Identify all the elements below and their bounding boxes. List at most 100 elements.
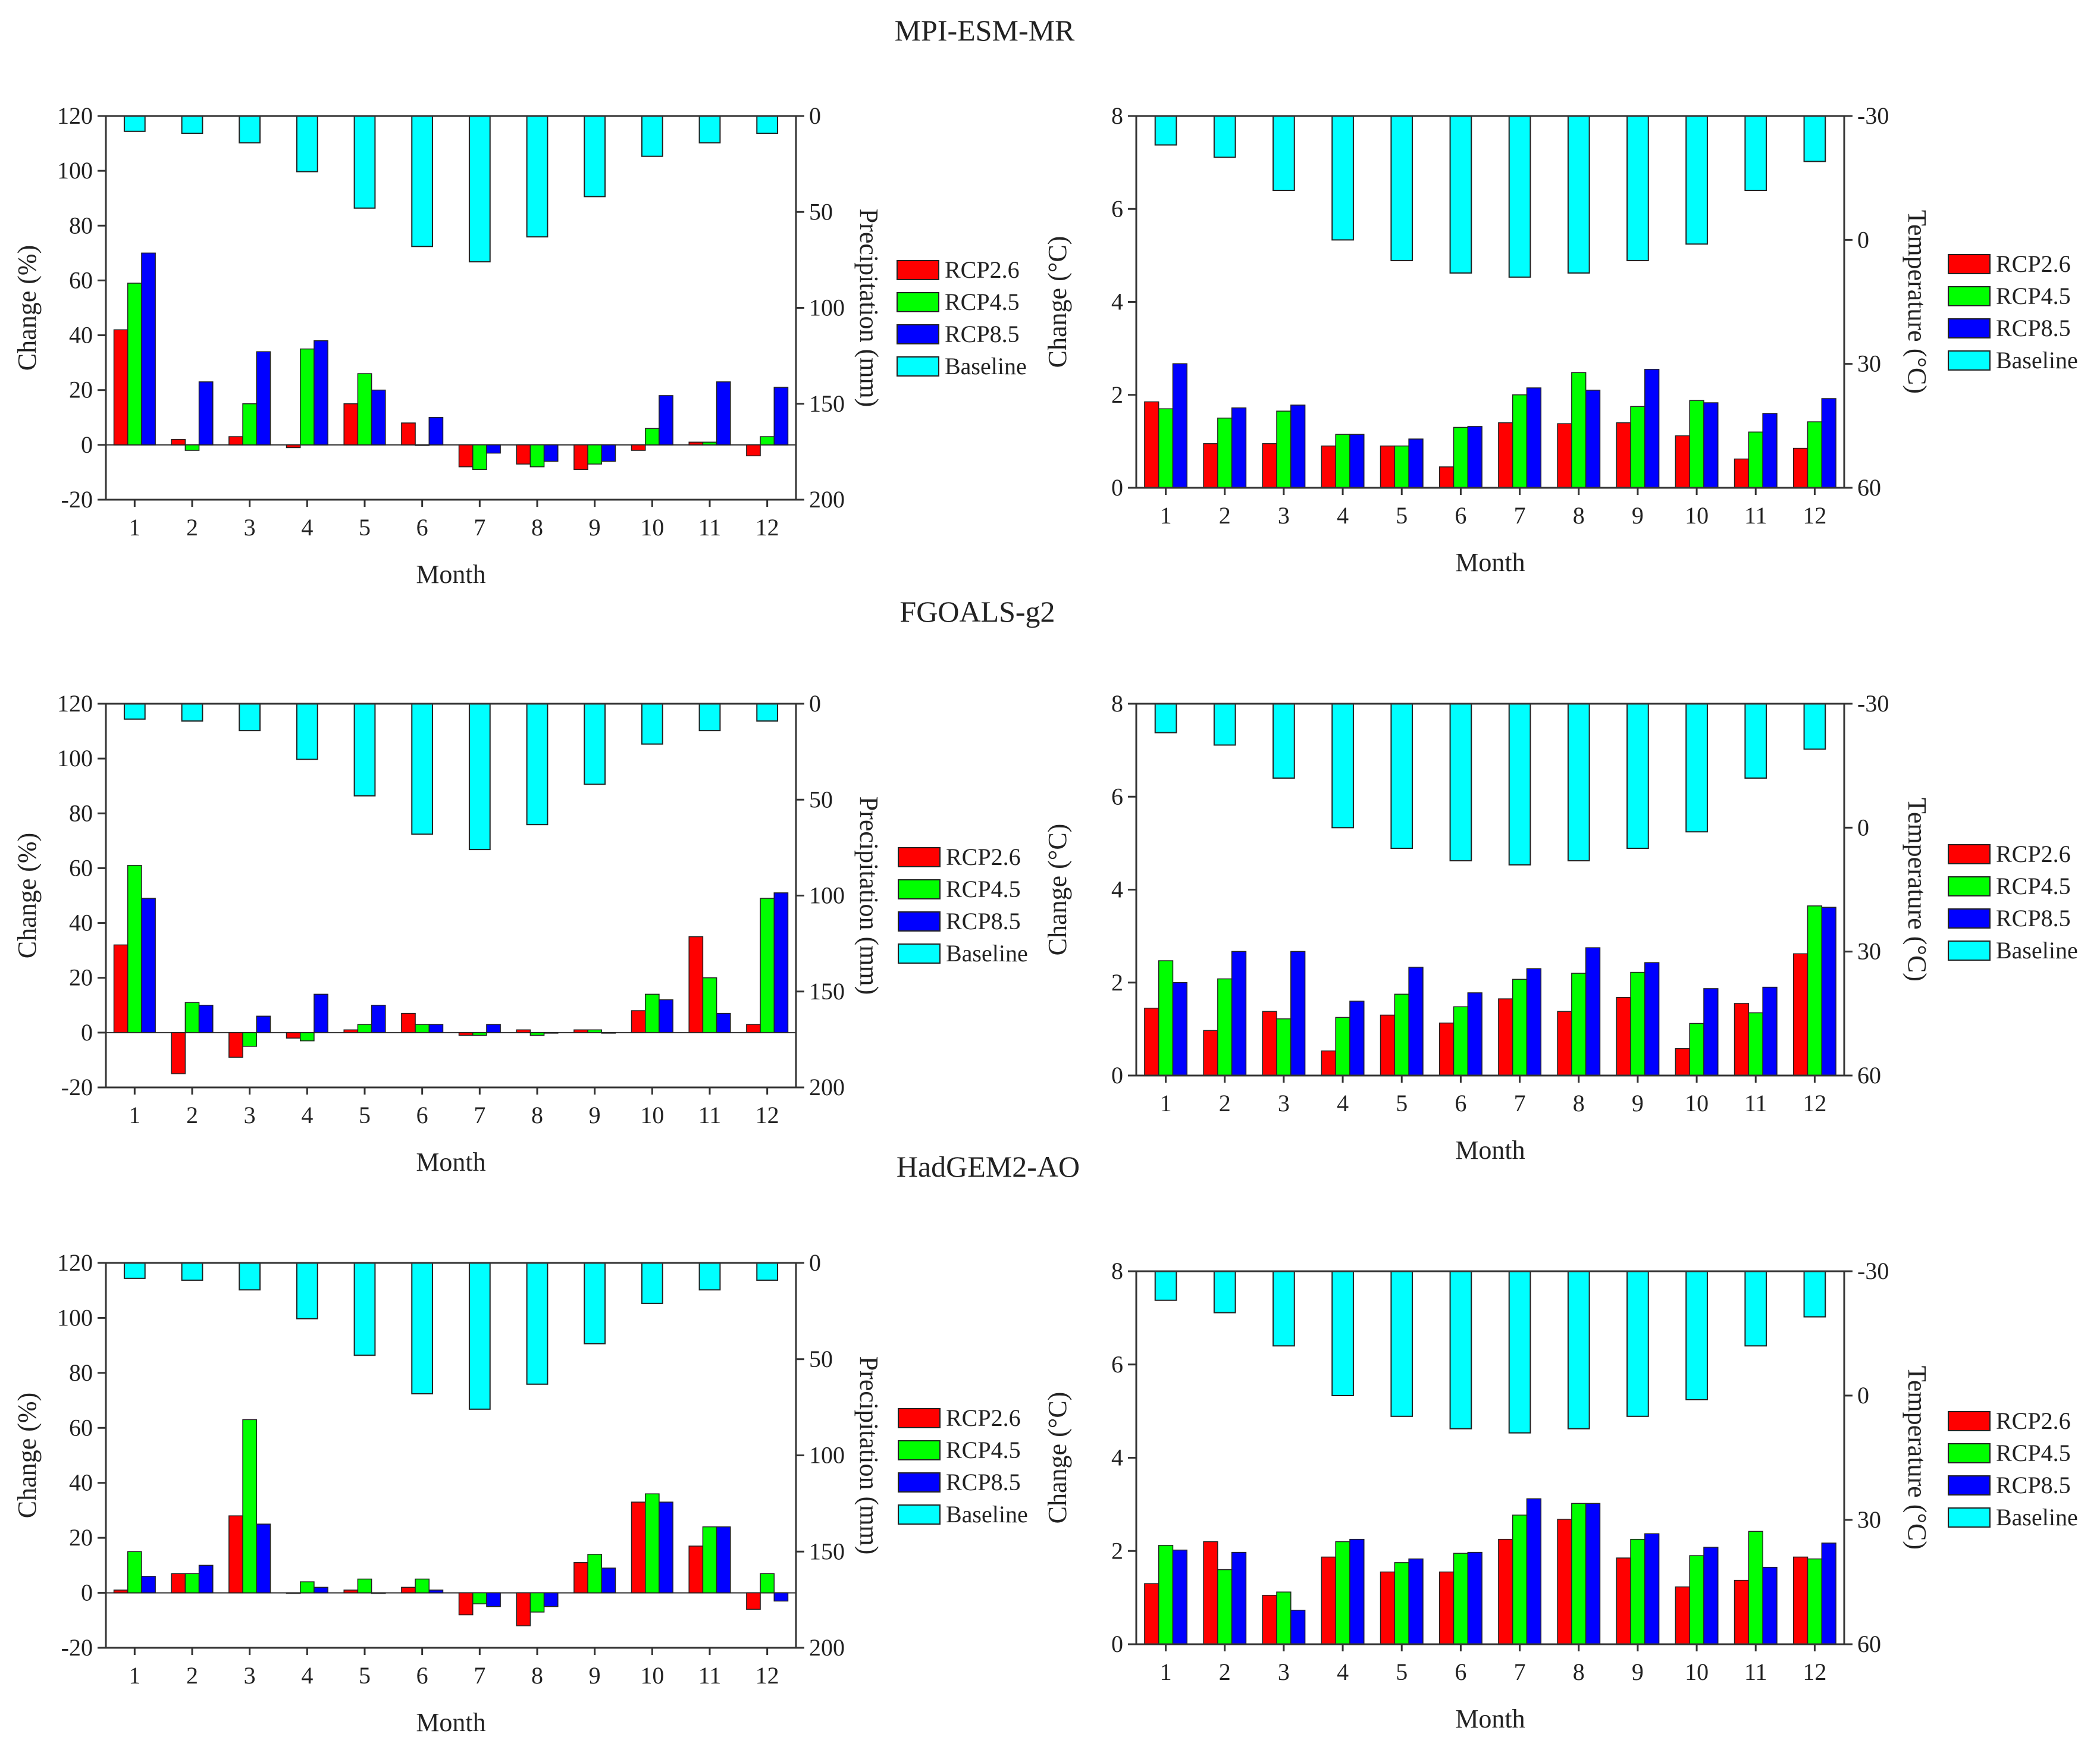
hadgem-precip-bar-rcp85 — [198, 1565, 214, 1594]
mpi-temp-ytick-label: 6 — [1111, 195, 1123, 222]
hadgem-temp-ylabel: Change (°C) — [1043, 1392, 1072, 1524]
model-title-fgoals: FGOALS-g2 — [899, 595, 1055, 628]
hadgem-precip-bar-rcp26 — [516, 1592, 531, 1626]
hadgem-temp-bar-rcp85 — [1585, 1503, 1601, 1645]
fgoals-precip-y2tick-label: 50 — [809, 786, 833, 813]
mpi-temp-bar-rcp26 — [1734, 458, 1750, 488]
hadgem-temp-bar-rcp26 — [1380, 1571, 1396, 1645]
hadgem-temp-bar-rcp26 — [1792, 1556, 1808, 1645]
hadgem-precip-bar-rcp45 — [242, 1419, 258, 1594]
fgoals-temp-baseline-bar — [1154, 703, 1177, 733]
mpi-temp-xtick-label: 9 — [1632, 502, 1644, 529]
hadgem-temp-xtick-label: 8 — [1573, 1659, 1585, 1685]
fgoals-precip-ytick-label: -20 — [61, 1074, 93, 1101]
hadgem-temp-baseline-bar — [1685, 1271, 1708, 1400]
fgoals-precip-bar-rcp45 — [760, 898, 775, 1033]
hadgem-precip-bar-rcp85 — [601, 1567, 616, 1594]
hadgem-temp-legend-label: RCP2.6 — [1996, 1407, 2071, 1434]
mpi-precip-xlabel: Month — [416, 560, 485, 589]
hadgem-temp-y2tick-label: 60 — [1857, 1631, 1881, 1657]
mpi-precip-bar-rcp26 — [228, 436, 243, 446]
fgoals-precip-baseline-bar — [584, 703, 606, 785]
fgoals-temp-bar-rcp26 — [1675, 1048, 1690, 1076]
mpi-temp-xtick-label: 4 — [1337, 502, 1349, 529]
hadgem-temp-xlabel: Month — [1455, 1704, 1525, 1733]
mpi-temp-legend-label: RCP2.6 — [1996, 250, 2071, 277]
mpi-precip-xtick-label: 8 — [531, 514, 543, 541]
mpi-precip-xtick-label: 9 — [589, 514, 601, 541]
mpi-precip-legend-label: RCP8.5 — [945, 321, 1020, 347]
hadgem-temp-baseline-bar — [1508, 1271, 1531, 1434]
mpi-precip-baseline-bar — [584, 115, 606, 197]
fgoals-precip-bar-rcp85 — [486, 1024, 501, 1033]
hadgem-precip-xlabel: Month — [416, 1708, 485, 1737]
fgoals-precip-bar-rcp85 — [314, 993, 328, 1033]
fgoals-precip-bar-rcp26 — [688, 936, 704, 1033]
fgoals-temp-y2tick-label: 0 — [1857, 814, 1869, 841]
fgoals-temp-baseline-bar — [1744, 703, 1767, 779]
hadgem-precip-xtick-label: 10 — [640, 1662, 664, 1689]
mpi-temp-baseline-bar — [1803, 115, 1826, 162]
mpi-temp-bar-rcp45 — [1630, 406, 1645, 488]
fgoals-temp-legend-swatch-rcp85 — [1948, 908, 1991, 929]
hadgem-temp-xtick-label: 1 — [1160, 1659, 1172, 1685]
hadgem-temp-bar-rcp45 — [1217, 1569, 1233, 1645]
mpi-temp-y2tick-label: 0 — [1857, 226, 1869, 253]
fgoals-temp-ytick-label: 4 — [1111, 876, 1123, 903]
hadgem-temp-y2tick-label: -30 — [1857, 1258, 1889, 1284]
mpi-precip-ytick-label: 60 — [69, 267, 93, 293]
hadgem-temp-baseline-bar — [1390, 1271, 1413, 1417]
hadgem-temp-baseline-bar — [1744, 1271, 1767, 1347]
mpi-precip-bar-rcp26 — [458, 444, 474, 468]
hadgem-temp-bar-rcp85 — [1408, 1558, 1424, 1645]
mpi-temp-bar-rcp85 — [1172, 363, 1188, 488]
hadgem-precip-baseline-bar — [698, 1262, 721, 1291]
hadgem-temp-y2tick-label: 30 — [1857, 1506, 1881, 1533]
mpi-temp-bar-rcp26 — [1675, 435, 1690, 488]
hadgem-precip-bar-rcp45 — [760, 1573, 775, 1594]
fgoals-precip-ylabel: Change (%) — [12, 833, 42, 958]
fgoals-precip-xtick-label: 7 — [474, 1102, 485, 1128]
hadgem-precip-bar-rcp85 — [659, 1501, 673, 1594]
hadgem-temp-bar-rcp45 — [1571, 1503, 1587, 1645]
hadgem-precip-ytick-label: 20 — [69, 1524, 93, 1551]
hadgem-precip-xtick-label: 1 — [128, 1662, 140, 1689]
hadgem-temp-y2label: Temperature (°C) — [1902, 1366, 1932, 1550]
fgoals-precip-bar-rcp45 — [415, 1024, 430, 1033]
hadgem-precip-bar-rcp45 — [587, 1554, 603, 1594]
hadgem-temp-bar-rcp45 — [1335, 1541, 1350, 1645]
fgoals-precip-bar-rcp26 — [171, 1032, 186, 1074]
fgoals-temp-baseline-bar — [1803, 703, 1826, 750]
fgoals-temp-bar-rcp26 — [1438, 1022, 1455, 1076]
mpi-temp-baseline-bar — [1744, 115, 1767, 191]
hadgem-temp-xtick-label: 9 — [1632, 1659, 1644, 1685]
mpi-precip-bar-rcp85 — [601, 444, 616, 462]
mpi-temp-y2tick-label: 30 — [1857, 350, 1881, 377]
mpi-temp-ytick-label: 8 — [1111, 102, 1123, 129]
hadgem-temp-baseline-bar — [1213, 1271, 1236, 1313]
mpi-temp-legend-label: RCP8.5 — [1996, 315, 2071, 341]
fgoals-precip-y2tick-label: 150 — [809, 978, 845, 1005]
mpi-precip-xtick-label: 4 — [301, 514, 313, 541]
hadgem-precip-ytick-label: 0 — [81, 1579, 93, 1606]
mpi-temp-xtick-label: 12 — [1803, 502, 1826, 529]
hadgem-temp-bar-rcp26 — [1262, 1594, 1277, 1645]
hadgem-temp-bar-rcp85 — [1172, 1549, 1188, 1645]
model-title-hadgem: HadGEM2-AO — [897, 1150, 1080, 1183]
mpi-precip-xtick-label: 3 — [244, 514, 256, 541]
mpi-precip-y2tick-label: 150 — [809, 390, 845, 417]
hadgem-temp-xtick-label: 11 — [1744, 1659, 1767, 1685]
hadgem-precip-legend-label: RCP2.6 — [946, 1404, 1021, 1431]
fgoals-temp-xtick-label: 7 — [1514, 1090, 1526, 1117]
hadgem-temp-legend-swatch-rcp26 — [1948, 1411, 1991, 1431]
hadgem-precip-xtick-label: 5 — [359, 1662, 371, 1689]
mpi-temp-bar-rcp26 — [1203, 443, 1218, 488]
hadgem-temp-bar-rcp45 — [1807, 1558, 1823, 1645]
fgoals-temp-baseline-bar — [1272, 703, 1295, 779]
fgoals-precip-ytick-label: 80 — [69, 800, 93, 826]
hadgem-temp-baseline-bar — [1626, 1271, 1649, 1417]
mpi-precip-legend-label: Baseline — [945, 353, 1027, 380]
mpi-precip-bar-rcp45 — [529, 444, 545, 468]
fgoals-precip-ytick-label: 120 — [57, 690, 93, 717]
